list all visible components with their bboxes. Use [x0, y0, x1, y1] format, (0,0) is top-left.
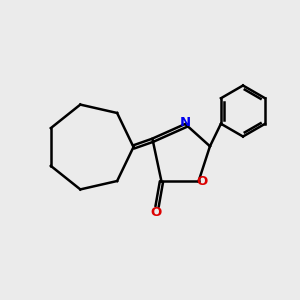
Text: O: O — [196, 175, 208, 188]
Text: N: N — [179, 116, 191, 129]
Text: O: O — [150, 206, 161, 219]
